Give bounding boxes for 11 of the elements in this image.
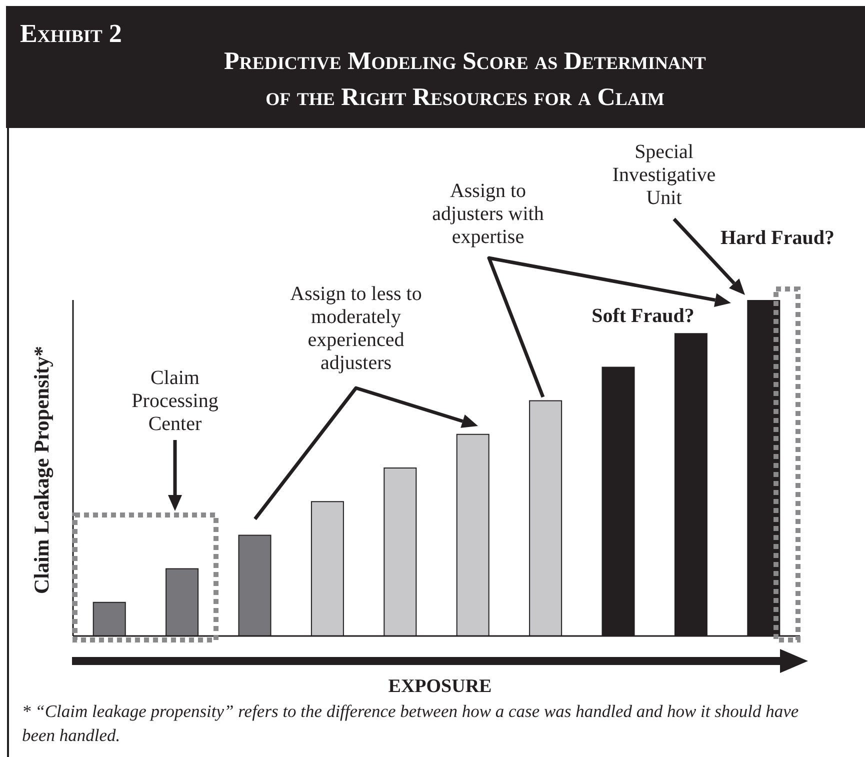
annotation: Soft Fraud? bbox=[590, 305, 696, 328]
y-axis-title: Claim Leakage Propensity* bbox=[30, 346, 54, 594]
annotation: Assign to less to moderately experienced adjusters bbox=[289, 283, 423, 375]
text: Exhibit 2 bbox=[20, 19, 123, 48]
chart-title: Predictive Modeling Score as Determinant of the Right Resources for a Claim bbox=[223, 47, 707, 113]
text: Assign to adjusters with expertise bbox=[431, 180, 545, 249]
x-axis-title: EXPOSURE bbox=[387, 676, 493, 698]
annotation: Claim Processing Center bbox=[130, 367, 220, 436]
text: Hard Fraud? bbox=[720, 227, 836, 250]
text: * “Claim leakage propensity” refers to the difference between how a case was handled and how it should have been handled. bbox=[22, 700, 800, 747]
text: Special Investigative Unit bbox=[611, 141, 717, 210]
